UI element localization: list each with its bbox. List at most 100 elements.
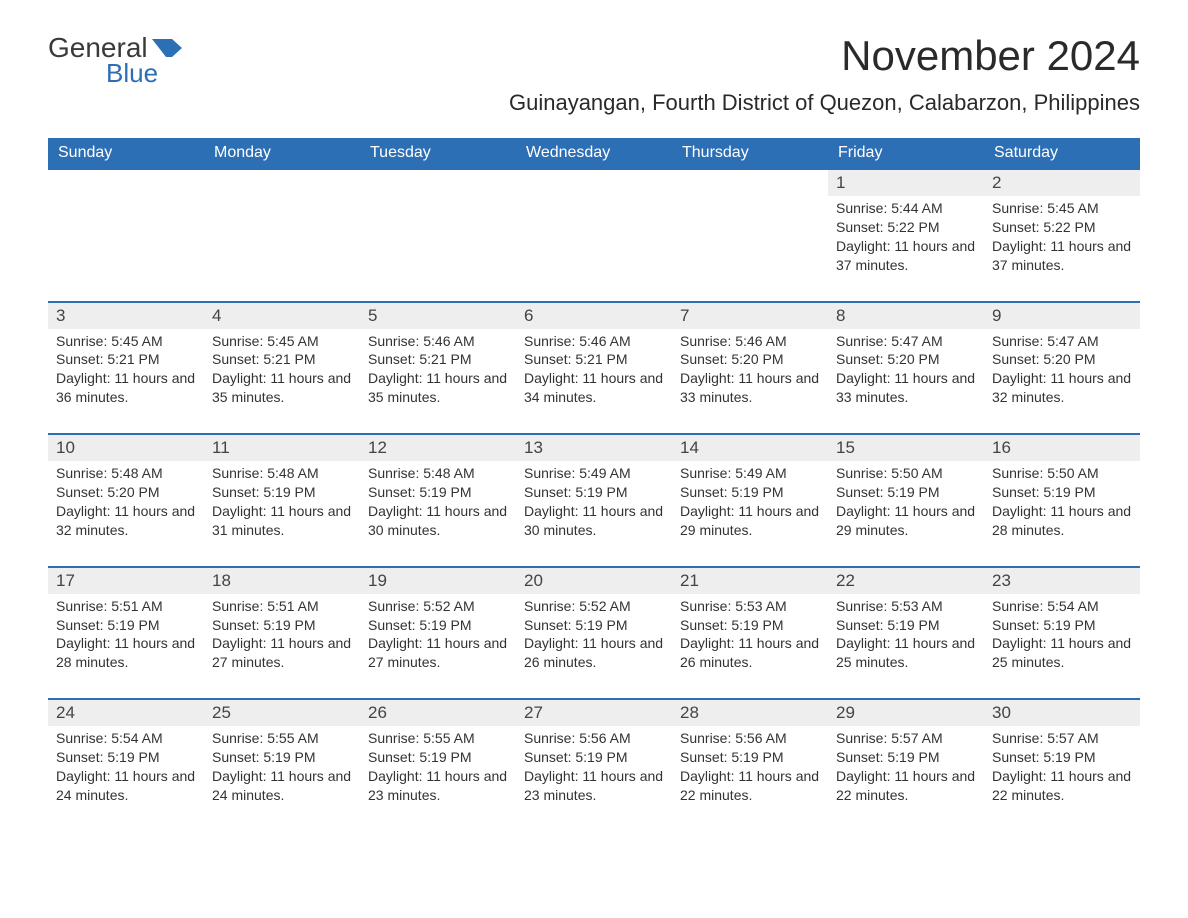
day-number-cell: 14 (672, 434, 828, 461)
sunrise-line: Sunrise: 5:47 AM (836, 332, 976, 351)
sunset-line: Sunset: 5:19 PM (368, 748, 508, 767)
day-number-cell: 8 (828, 302, 984, 329)
daylight-line: Daylight: 11 hours and 32 minutes. (992, 369, 1132, 407)
day-number-cell: 11 (204, 434, 360, 461)
sunset-line: Sunset: 5:19 PM (212, 483, 352, 502)
daylight-line: Daylight: 11 hours and 37 minutes. (836, 237, 976, 275)
daylight-line: Daylight: 11 hours and 31 minutes. (212, 502, 352, 540)
day-info-cell: Sunrise: 5:46 AMSunset: 5:21 PMDaylight:… (360, 329, 516, 435)
day-number-cell: 6 (516, 302, 672, 329)
day-info-cell: Sunrise: 5:47 AMSunset: 5:20 PMDaylight:… (828, 329, 984, 435)
logo-text-blue: Blue (106, 58, 158, 89)
daylight-line: Daylight: 11 hours and 29 minutes. (680, 502, 820, 540)
day-number-cell (360, 169, 516, 196)
day-info-cell: Sunrise: 5:53 AMSunset: 5:19 PMDaylight:… (672, 594, 828, 700)
sunrise-line: Sunrise: 5:46 AM (368, 332, 508, 351)
sunset-line: Sunset: 5:20 PM (992, 350, 1132, 369)
day-number-cell: 19 (360, 567, 516, 594)
week-info-row: Sunrise: 5:51 AMSunset: 5:19 PMDaylight:… (48, 594, 1140, 700)
day-number-cell: 9 (984, 302, 1140, 329)
day-info-cell: Sunrise: 5:51 AMSunset: 5:19 PMDaylight:… (48, 594, 204, 700)
sunrise-line: Sunrise: 5:52 AM (368, 597, 508, 616)
sunrise-line: Sunrise: 5:54 AM (992, 597, 1132, 616)
daylight-line: Daylight: 11 hours and 25 minutes. (836, 634, 976, 672)
sunrise-line: Sunrise: 5:48 AM (368, 464, 508, 483)
day-header: Saturday (984, 138, 1140, 169)
day-number-cell: 30 (984, 699, 1140, 726)
daylight-line: Daylight: 11 hours and 23 minutes. (524, 767, 664, 805)
sunset-line: Sunset: 5:19 PM (212, 616, 352, 635)
sunset-line: Sunset: 5:19 PM (836, 748, 976, 767)
sunset-line: Sunset: 5:19 PM (680, 616, 820, 635)
sunset-line: Sunset: 5:21 PM (524, 350, 664, 369)
month-title: November 2024 (509, 32, 1140, 80)
sunrise-line: Sunrise: 5:52 AM (524, 597, 664, 616)
sunrise-line: Sunrise: 5:46 AM (680, 332, 820, 351)
sunrise-line: Sunrise: 5:53 AM (836, 597, 976, 616)
sunrise-line: Sunrise: 5:57 AM (836, 729, 976, 748)
sunrise-line: Sunrise: 5:49 AM (680, 464, 820, 483)
day-number-cell: 25 (204, 699, 360, 726)
sunrise-line: Sunrise: 5:54 AM (56, 729, 196, 748)
sunset-line: Sunset: 5:19 PM (524, 483, 664, 502)
day-number-cell: 3 (48, 302, 204, 329)
week-daynum-row: 3456789 (48, 302, 1140, 329)
sunset-line: Sunset: 5:22 PM (836, 218, 976, 237)
day-header: Thursday (672, 138, 828, 169)
daylight-line: Daylight: 11 hours and 35 minutes. (212, 369, 352, 407)
sunset-line: Sunset: 5:21 PM (368, 350, 508, 369)
daylight-line: Daylight: 11 hours and 28 minutes. (56, 634, 196, 672)
day-info-cell: Sunrise: 5:45 AMSunset: 5:21 PMDaylight:… (204, 329, 360, 435)
sunrise-line: Sunrise: 5:48 AM (212, 464, 352, 483)
calendar-body: 12 Sunrise: 5:44 AMSunset: 5:22 PMDaylig… (48, 169, 1140, 831)
sunrise-line: Sunrise: 5:57 AM (992, 729, 1132, 748)
day-header: Monday (204, 138, 360, 169)
day-info-cell (360, 196, 516, 302)
sunset-line: Sunset: 5:19 PM (836, 483, 976, 502)
week-daynum-row: 12 (48, 169, 1140, 196)
day-info-cell: Sunrise: 5:52 AMSunset: 5:19 PMDaylight:… (516, 594, 672, 700)
daylight-line: Daylight: 11 hours and 27 minutes. (212, 634, 352, 672)
day-number-cell (516, 169, 672, 196)
daylight-line: Daylight: 11 hours and 24 minutes. (56, 767, 196, 805)
sunset-line: Sunset: 5:19 PM (680, 748, 820, 767)
day-number-cell: 12 (360, 434, 516, 461)
week-info-row: Sunrise: 5:45 AM Sunset: 5:21 PM Daylight:… (48, 329, 1140, 435)
sunset-line: Sunset: 5:20 PM (836, 350, 976, 369)
calendar-table: SundayMondayTuesdayWednesdayThursdayFrid… (48, 138, 1140, 831)
day-number-cell: 15 (828, 434, 984, 461)
daylight-line: Daylight: 11 hours and 30 minutes. (524, 502, 664, 540)
day-info-cell: Sunrise: 5:53 AMSunset: 5:19 PMDaylight:… (828, 594, 984, 700)
daylight-line: Daylight: 11 hours and 30 minutes. (368, 502, 508, 540)
sunset-line: Sunset: 5:22 PM (992, 218, 1132, 237)
daylight-line: Daylight: 11 hours and 25 minutes. (992, 634, 1132, 672)
daylight-line: Daylight: 11 hours and 22 minutes. (992, 767, 1132, 805)
flag-icon (152, 39, 182, 57)
week-info-row: Sunrise: 5:44 AMSunset: 5:22 PMDaylight:… (48, 196, 1140, 302)
week-daynum-row: 17181920212223 (48, 567, 1140, 594)
day-info-cell: Sunrise: 5:48 AMSunset: 5:19 PMDaylight:… (204, 461, 360, 567)
sunrise-line: Sunrise: 5:51 AM (56, 597, 196, 616)
day-number-cell: 24 (48, 699, 204, 726)
day-info-cell: Sunrise: 5:47 AMSunset: 5:20 PMDaylight:… (984, 329, 1140, 435)
sunrise-line: Sunrise: 5:45 AM (56, 332, 196, 351)
day-info-cell (48, 196, 204, 302)
sunrise-line: Sunrise: 5:55 AM (368, 729, 508, 748)
logo: General Blue (48, 32, 182, 89)
day-number-cell: 22 (828, 567, 984, 594)
day-number-cell: 21 (672, 567, 828, 594)
sunrise-line: Sunrise: 5:53 AM (680, 597, 820, 616)
day-info-cell (204, 196, 360, 302)
sunrise-line: Sunrise: 5:45 AM (212, 332, 352, 351)
day-info-cell: Sunrise: 5:57 AMSunset: 5:19 PMDaylight:… (828, 726, 984, 831)
day-number-cell: 16 (984, 434, 1140, 461)
day-info-cell: Sunrise: 5:56 AMSunset: 5:19 PMDaylight:… (672, 726, 828, 831)
day-info-cell: Sunrise: 5:55 AMSunset: 5:19 PMDaylight:… (204, 726, 360, 831)
day-number-cell: 13 (516, 434, 672, 461)
day-info-cell: Sunrise: 5:50 AMSunset: 5:19 PMDaylight:… (984, 461, 1140, 567)
day-info-cell: Sunrise: 5:48 AMSunset: 5:19 PMDaylight:… (360, 461, 516, 567)
sunset-line: Sunset: 5:19 PM (992, 748, 1132, 767)
day-number-cell: 17 (48, 567, 204, 594)
sunrise-line: Sunrise: 5:56 AM (680, 729, 820, 748)
day-header: Friday (828, 138, 984, 169)
